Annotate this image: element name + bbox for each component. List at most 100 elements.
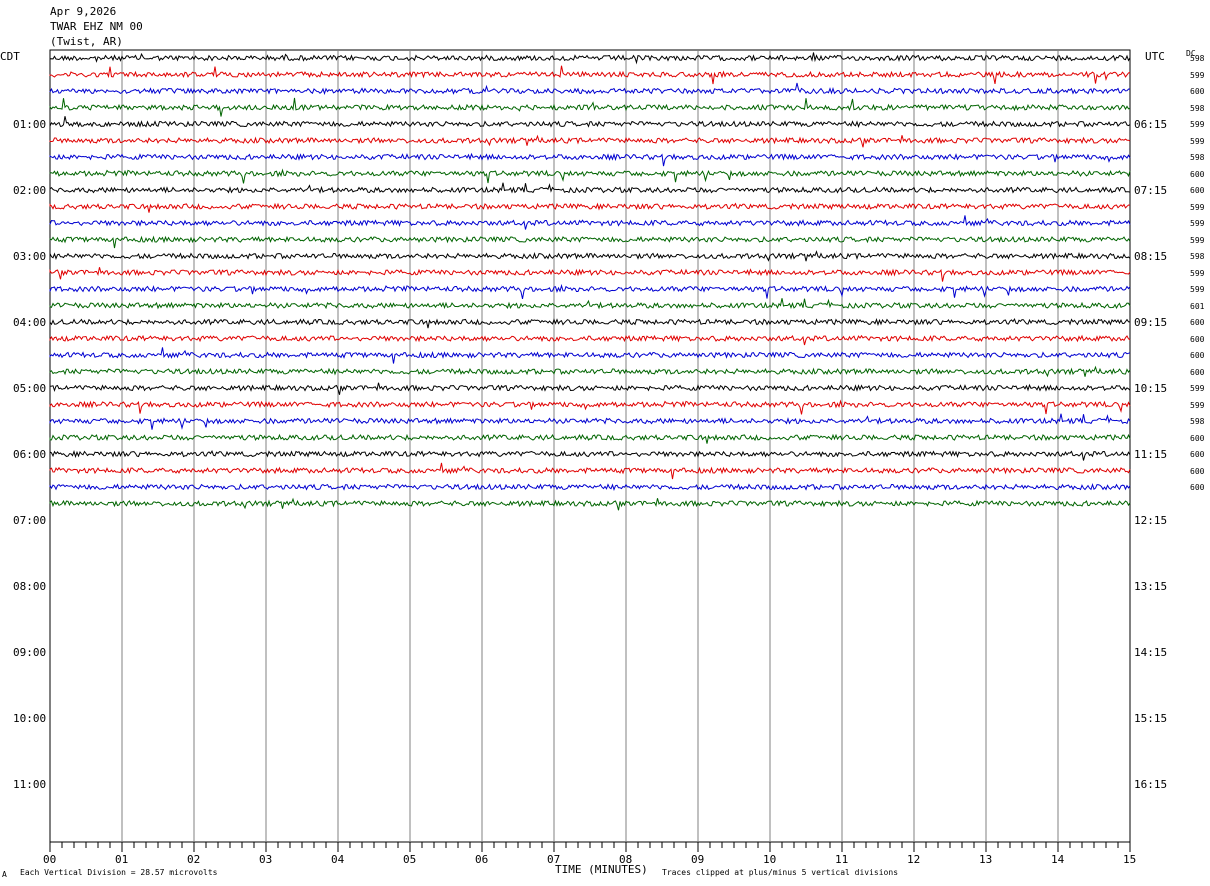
trace-line xyxy=(49,152,1131,167)
trace-line xyxy=(49,462,1131,480)
trace-line xyxy=(49,134,1131,148)
right-time-label: 08:15 xyxy=(1134,250,1168,263)
trace-line xyxy=(49,334,1131,346)
left-time-label: 06:00 xyxy=(13,448,47,461)
right-time-label: 07:15 xyxy=(1134,184,1168,197)
right-time-label: 10:15 xyxy=(1134,382,1168,395)
corner-mark: A xyxy=(2,870,7,879)
left-time-label: 02:00 xyxy=(13,184,47,197)
trace-line xyxy=(49,82,1131,96)
left-time-label: 07:00 xyxy=(13,514,47,527)
trace-line xyxy=(49,116,1131,128)
x-tick-label: 10 xyxy=(763,853,777,866)
trace-line xyxy=(49,365,1131,378)
trace-line xyxy=(49,317,1131,329)
trace-line xyxy=(49,97,1131,117)
dc-header: DC xyxy=(1186,49,1196,58)
trace-line xyxy=(49,65,1131,85)
x-tick-label: 08 xyxy=(619,853,633,866)
right-time-label: 16:15 xyxy=(1134,778,1168,791)
trace-line xyxy=(49,399,1131,415)
x-tick-label: 05 xyxy=(403,853,417,866)
dc-offset-value: 600 xyxy=(1190,169,1205,179)
scale-note: Each Vertical Division = 28.57 microvolt… xyxy=(20,868,218,877)
trace-line xyxy=(49,215,1131,230)
trace-line xyxy=(49,202,1131,213)
trace-line xyxy=(49,52,1131,65)
trace-line xyxy=(49,382,1131,395)
station-location: (Twist, AR) xyxy=(50,35,123,48)
left-timezone-label: CDT xyxy=(0,50,20,63)
trace-line xyxy=(49,182,1131,194)
dc-offset-value: 600 xyxy=(1190,367,1205,377)
dc-offset-value: 598 xyxy=(1190,417,1205,426)
right-time-label: 14:15 xyxy=(1134,646,1168,659)
dc-offset-value: 599 xyxy=(1190,268,1205,278)
dc-offset-value: 600 xyxy=(1190,186,1205,195)
dc-offset-value: 599 xyxy=(1190,384,1205,393)
trace-line xyxy=(49,413,1131,430)
x-tick-label: 12 xyxy=(907,853,921,866)
x-tick-label: 01 xyxy=(115,853,129,866)
x-tick-label: 00 xyxy=(43,853,57,866)
right-time-label: 15:15 xyxy=(1134,712,1168,725)
dc-offset-value: 600 xyxy=(1190,334,1205,344)
left-time-label: 01:00 xyxy=(13,118,47,131)
dc-offset-value: 599 xyxy=(1190,235,1205,245)
dc-offset-value: 599 xyxy=(1190,136,1205,146)
x-tick-label: 13 xyxy=(979,853,993,866)
right-time-label: 13:15 xyxy=(1134,580,1168,593)
trace-line xyxy=(49,267,1131,282)
left-time-label: 09:00 xyxy=(13,646,47,659)
right-timezone-label: UTC xyxy=(1145,50,1165,63)
dc-offset-value: 600 xyxy=(1190,433,1205,443)
left-time-label: 03:00 xyxy=(13,250,47,263)
dc-offset-value: 598 xyxy=(1190,54,1205,63)
station-code: TWAR EHZ NM 00 xyxy=(50,20,143,33)
x-tick-label: 07 xyxy=(547,853,561,866)
dc-offset-value: 599 xyxy=(1190,120,1205,129)
left-time-label: 08:00 xyxy=(13,580,47,593)
left-time-label: 10:00 xyxy=(13,712,47,725)
trace-line xyxy=(49,497,1131,511)
dc-offset-value: 599 xyxy=(1190,285,1205,294)
plot-date: Apr 9,2026 xyxy=(50,5,117,18)
dc-offset-value: 599 xyxy=(1190,400,1205,410)
x-tick-label: 02 xyxy=(187,853,201,866)
x-tick-label: 14 xyxy=(1051,853,1065,866)
right-time-label: 12:15 xyxy=(1134,514,1168,527)
dc-offset-value: 599 xyxy=(1190,70,1205,80)
x-tick-label: 15 xyxy=(1123,853,1137,866)
trace-line xyxy=(49,250,1131,262)
trace-line xyxy=(49,347,1131,364)
x-tick-label: 11 xyxy=(835,853,849,866)
trace-line xyxy=(49,449,1131,461)
trace-line xyxy=(49,235,1131,249)
trace-line xyxy=(49,298,1131,310)
dc-offset-value: 600 xyxy=(1190,466,1205,476)
plot-frame xyxy=(49,49,1131,843)
dc-offset-value: 598 xyxy=(1190,103,1205,113)
left-time-label: 04:00 xyxy=(13,316,47,329)
right-time-label: 11:15 xyxy=(1134,448,1168,461)
dc-offset-value: 600 xyxy=(1190,483,1205,492)
dc-offset-value: 599 xyxy=(1190,202,1205,212)
right-time-label: 09:15 xyxy=(1134,316,1168,329)
trace-line xyxy=(49,433,1131,444)
dc-offset-value: 598 xyxy=(1190,153,1205,162)
clip-note: Traces clipped at plus/minus 5 vertical … xyxy=(662,868,899,877)
x-tick-label: 06 xyxy=(475,853,489,866)
dc-offset-value: 600 xyxy=(1190,450,1205,459)
dc-offset-value: 599 xyxy=(1190,219,1205,228)
dc-offset-value: 600 xyxy=(1190,318,1205,327)
right-time-label: 06:15 xyxy=(1134,118,1168,131)
dc-offset-value: 598 xyxy=(1190,252,1205,261)
x-tick-label: 09 xyxy=(691,853,705,866)
x-tick-label: 03 xyxy=(259,853,273,866)
x-tick-label: 04 xyxy=(331,853,345,866)
trace-line xyxy=(49,482,1131,491)
dc-offset-value: 601 xyxy=(1190,301,1205,311)
trace-line xyxy=(49,283,1131,300)
left-time-label: 11:00 xyxy=(13,778,47,791)
